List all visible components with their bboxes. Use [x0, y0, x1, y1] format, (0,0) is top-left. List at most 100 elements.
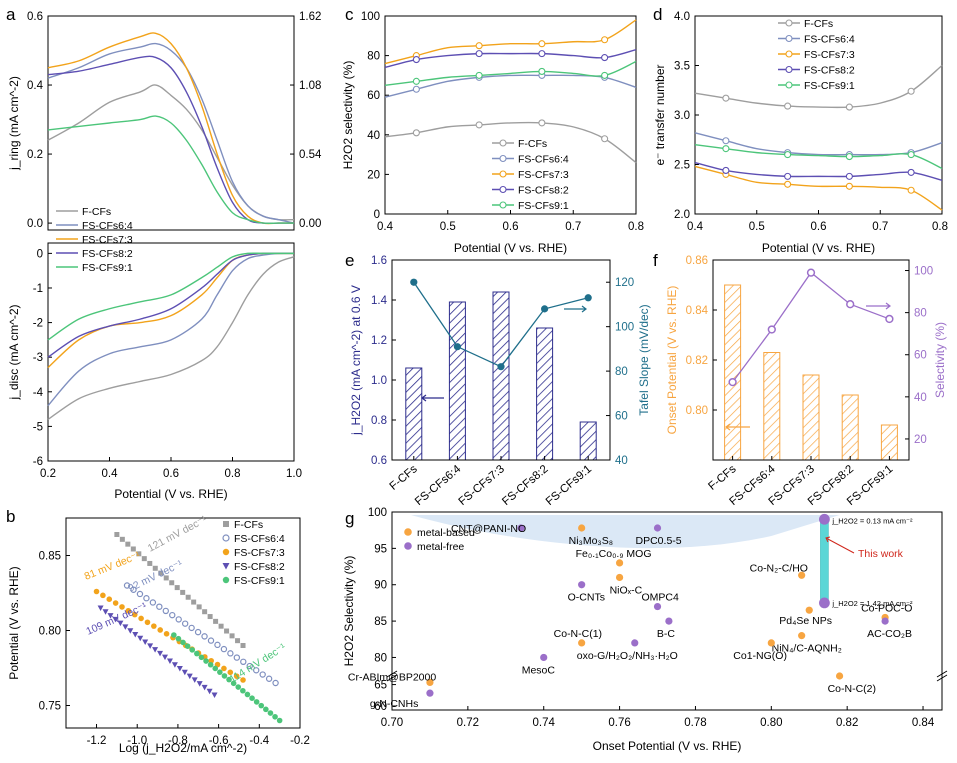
panel-b-point [253, 699, 260, 705]
panel-d-marker [784, 172, 792, 180]
panel-a-bottom-ytick-label: -1 [33, 283, 43, 295]
panel-g-point [835, 672, 844, 680]
panel-b-legend-label: FS-CFs6:4 [234, 533, 285, 545]
panel-b-point [184, 643, 191, 649]
panel-d-line-FS-CFs8:2 [694, 161, 943, 182]
panel-g-point [615, 559, 624, 567]
panel-e-ytick-right-label: 120 [615, 277, 634, 289]
panel-b-point [114, 532, 120, 537]
panel-b-legend-marker [222, 534, 230, 542]
panel-b-xtick-label: -0.4 [249, 735, 269, 747]
panel-b-point [185, 594, 191, 600]
panel-g-point [819, 597, 830, 609]
panel-a-bottom-line-F-CFs [47, 256, 295, 421]
panel-g-point-label: O-CNTs [568, 592, 605, 604]
panel-c-legend-label: FS-CFs9:1 [518, 200, 569, 212]
panel-b-legend-label: FS-CFs7:3 [234, 547, 285, 559]
panel-c-legend-label: FS-CFs8:2 [518, 185, 569, 197]
panel-c-legend-marker [499, 185, 507, 194]
panel-b-point [152, 647, 159, 653]
panel-c-legend-label: F-CFs [518, 138, 547, 150]
panel-b-point [125, 541, 131, 547]
panel-b-point [144, 619, 151, 626]
panel-e-arrow-right [564, 305, 587, 313]
panel-c-legend-marker [499, 201, 507, 209]
panel-b-point [141, 556, 147, 562]
panel-c-line-F-CFs [384, 121, 637, 164]
panel-e-ytick-label: 1.0 [371, 375, 387, 387]
panel-e-xtick-label: FS-CFs8:2 [500, 463, 550, 508]
panel-b-point [240, 677, 246, 683]
panel-b-slope-label: 121 mV dec⁻¹ [146, 513, 210, 554]
panel-b-point [221, 673, 228, 679]
panel-c-marker [412, 129, 420, 137]
panel-b-point [123, 582, 131, 589]
panel-b-slope-label: 114 mV dec⁻¹ [227, 641, 288, 686]
panel-a-bottom-xtick-label: 1.0 [286, 468, 302, 480]
panel-b-point [227, 669, 234, 676]
panel-e-tafel-point [541, 305, 549, 313]
panel-e-xtick-label: FS-CFs9:1 [544, 463, 594, 508]
panel-b-xtick-label: -0.2 [290, 735, 310, 747]
panel-b-point [137, 635, 144, 642]
panel-f-arrow-left [725, 423, 750, 431]
panel-g-this-work-label: This work [858, 548, 904, 560]
panel-d-legend-marker [785, 81, 793, 89]
panel-g-ytick-label: 60 [374, 701, 387, 713]
panel-e-ytick-right-label: 60 [615, 411, 628, 423]
panel-b-legend-marker [222, 576, 230, 584]
panel-b-point [180, 589, 186, 595]
panel-b-point [174, 585, 180, 591]
panel-b-point [253, 667, 260, 674]
panel-b-point [272, 679, 279, 687]
panel-g-ytick-label: 95 [374, 543, 387, 555]
panel-g-point [615, 573, 624, 582]
panel-b-slope-label: 81 mV dec⁻¹ [83, 549, 143, 583]
panel-g-j-label: j_H2O2 = 0.13 mA cm⁻² [831, 516, 913, 525]
panel-c-marker [412, 56, 420, 64]
panel-g-ytick-label: 85 [374, 616, 387, 628]
panel-b-legend-marker [222, 563, 230, 570]
panel-c-marker [538, 50, 546, 58]
panel-g-xtick-label: 0.82 [836, 717, 858, 729]
panel-a-legend-label: FS-CFs7:3 [82, 234, 133, 246]
panel-g-point [665, 617, 673, 625]
panel-a-top-ytick-label: 0.2 [27, 149, 43, 161]
panel-d-marker [907, 151, 915, 159]
panel-f-bar [841, 394, 859, 461]
panel-g-point-label: Ni₃Mo₃S₈ [569, 535, 613, 547]
panel-g-point-label: OMPC4 [642, 592, 680, 604]
panel-b-legend-marker [222, 548, 230, 556]
panel-c-legend-label: FS-CFs7:3 [518, 169, 569, 181]
panel-d-line-FS-CFs6:4 [694, 132, 943, 156]
panel-b-legend-label: FS-CFs8:2 [234, 561, 285, 573]
panel-g-point-label: Co1-NG(O) [733, 650, 787, 662]
panel-e-xtick-label: F-CFs [388, 463, 420, 493]
panel-b-point [227, 650, 234, 657]
panel-d-marker [845, 172, 853, 180]
panel-g-point [578, 639, 586, 647]
panel-d-line-FS-CFs9:1 [694, 144, 943, 170]
panel-g-point-label: Co-N-C(2) [828, 683, 876, 695]
panel-f-selectivity-point [806, 268, 816, 277]
panel-g-break-mark [386, 670, 398, 678]
panel-label-e: e [345, 251, 354, 270]
panel-b-legend-label: FS-CFs9:1 [234, 575, 285, 587]
panel-b-point [97, 605, 104, 611]
panel-g-frame [391, 511, 943, 711]
panel-a-bottom-xtick-label: 0.6 [163, 468, 179, 480]
panel-g-legend-marker [404, 528, 412, 536]
panel-g-break-mark [936, 674, 948, 682]
panel-b-point [171, 632, 177, 638]
panel-g-j-label: j_H2O2 = 1.42 mA cm⁻² [831, 599, 913, 608]
panel-d-marker [845, 182, 853, 190]
panel-c-frame [384, 15, 637, 215]
panel-g-ylabel: H2O2 Selectivity (%) [342, 556, 356, 667]
panel-d-legend-marker [785, 34, 793, 43]
panel-c-xtick-label: 0.7 [565, 221, 581, 233]
panel-b-point [149, 599, 157, 606]
panel-d-marker [722, 166, 730, 174]
panel-f-bar [763, 352, 781, 461]
panel-d-marker [907, 168, 915, 176]
panel-d-xtick-label: 0.5 [749, 221, 765, 233]
